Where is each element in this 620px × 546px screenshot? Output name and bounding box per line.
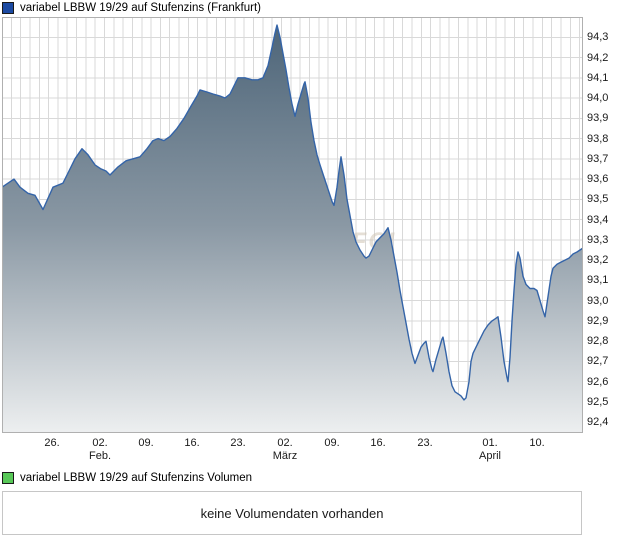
y-tick-label: 93,0 bbox=[587, 294, 609, 307]
x-tick-label: 01. bbox=[482, 437, 498, 449]
x-tick-label: 09. bbox=[138, 437, 154, 449]
y-tick-label: 93,1 bbox=[587, 274, 609, 287]
y-axis: 94,3 94,2 94,1 94,0 93,9 93,8 93,7 93,6 93,5 93,4… bbox=[587, 0, 620, 440]
y-tick-label: 93,6 bbox=[587, 173, 609, 186]
x-tick-label: 09. bbox=[324, 437, 340, 449]
x-tick-label: 23. bbox=[417, 437, 433, 449]
y-tick-label: 93,5 bbox=[587, 193, 609, 206]
y-tick-label: 93,8 bbox=[587, 132, 609, 145]
y-tick-label: 93,9 bbox=[587, 112, 609, 125]
price-legend-label: variabel LBBW 19/29 auf Stufenzins (Fran… bbox=[20, 2, 261, 14]
y-tick-label: 93,3 bbox=[587, 233, 609, 246]
plot-border bbox=[2, 17, 583, 433]
volume-legend-label: variabel LBBW 19/29 auf Stufenzins Volum… bbox=[20, 472, 253, 484]
y-tick-label: 94,1 bbox=[587, 71, 609, 84]
chart-plot[interactable]: FCI bbox=[2, 17, 583, 433]
y-tick-label: 92,4 bbox=[587, 416, 609, 429]
y-tick-label: 93,2 bbox=[587, 254, 609, 267]
y-tick-label: 94,0 bbox=[587, 92, 609, 105]
x-tick-label: 02. bbox=[277, 437, 293, 449]
y-tick-label: 93,4 bbox=[587, 213, 609, 226]
price-line-series bbox=[2, 24, 583, 401]
month-label: April bbox=[478, 450, 501, 462]
y-tick-label: 94,2 bbox=[587, 51, 609, 64]
y-tick-label: 93,7 bbox=[587, 152, 609, 165]
price-legend: variabel LBBW 19/29 auf Stufenzins (Fran… bbox=[2, 2, 261, 14]
price-area-series bbox=[2, 25, 583, 433]
y-tick-label: 92,5 bbox=[587, 395, 609, 408]
volume-panel: keine Volumendaten vorhanden bbox=[2, 491, 582, 535]
month-label: März bbox=[272, 450, 298, 462]
x-axis: 26. 02. 09. 16. 23. 02. 09. 16. 23. 01. 10. Feb. Mär… bbox=[2, 0, 583, 462]
month-label: Feb. bbox=[88, 450, 111, 462]
x-tick-label: 10. bbox=[529, 437, 545, 449]
y-tick-label: 92,8 bbox=[587, 335, 609, 348]
x-tick-label: 16. bbox=[370, 437, 386, 449]
x-tick-label: 26. bbox=[44, 437, 60, 449]
y-tick-label: 92,9 bbox=[587, 314, 609, 327]
x-tick-label: 16. bbox=[184, 437, 200, 449]
x-tick-label: 02. bbox=[92, 437, 108, 449]
volume-legend: variabel LBBW 19/29 auf Stufenzins Volum… bbox=[2, 472, 252, 484]
y-tick-label: 94,3 bbox=[587, 31, 609, 44]
price-legend-swatch-icon bbox=[2, 2, 14, 14]
volume-legend-swatch-icon bbox=[2, 472, 14, 484]
x-tick-label: 23. bbox=[230, 437, 246, 449]
no-volume-message: keine Volumendaten vorhanden bbox=[200, 505, 384, 521]
y-tick-label: 92,7 bbox=[587, 355, 609, 368]
y-tick-label: 92,6 bbox=[587, 375, 609, 388]
